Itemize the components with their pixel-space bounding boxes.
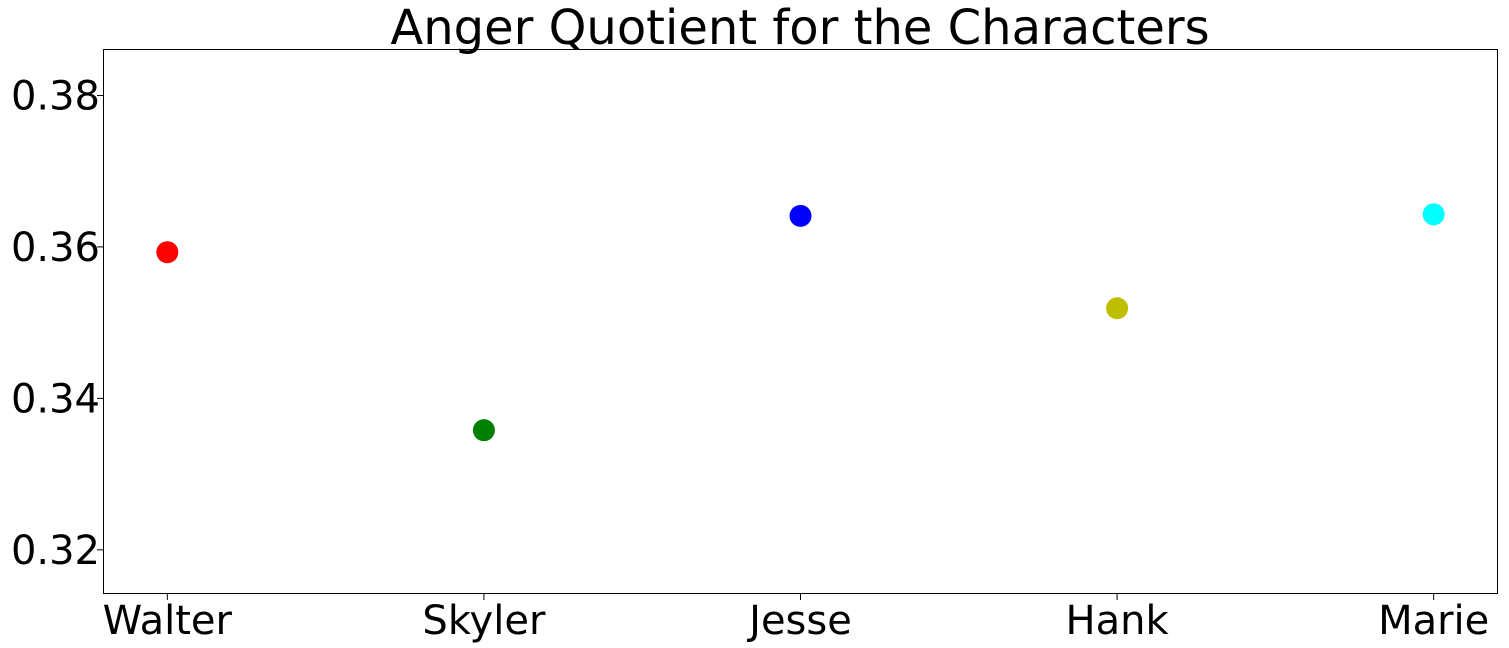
data-points (156, 203, 1445, 442)
x-tick-label: Skyler (422, 598, 546, 644)
data-point-hank (1106, 297, 1129, 320)
y-tick-label: 0.34 (11, 376, 100, 422)
data-point-skyler (472, 419, 495, 442)
data-point-marie (1422, 203, 1445, 226)
plot-area-frame (103, 49, 1498, 594)
data-point-jesse (789, 204, 812, 227)
data-point-walter (156, 241, 179, 264)
y-tick-label: 0.38 (11, 73, 100, 119)
x-tick-label: Hank (1066, 598, 1170, 644)
x-tick-label: Marie (1378, 598, 1489, 644)
y-axis: 0.32 0.34 0.36 0.38 (11, 73, 104, 574)
x-axis: Walter Skyler Jesse Hank Marie (103, 593, 1489, 644)
chart-title: Anger Quotient for the Characters (390, 0, 1209, 56)
x-tick-label: Walter (103, 598, 233, 644)
x-tick-label: Jesse (746, 598, 852, 644)
y-tick-label: 0.36 (11, 225, 100, 271)
y-tick-label: 0.32 (11, 528, 100, 574)
